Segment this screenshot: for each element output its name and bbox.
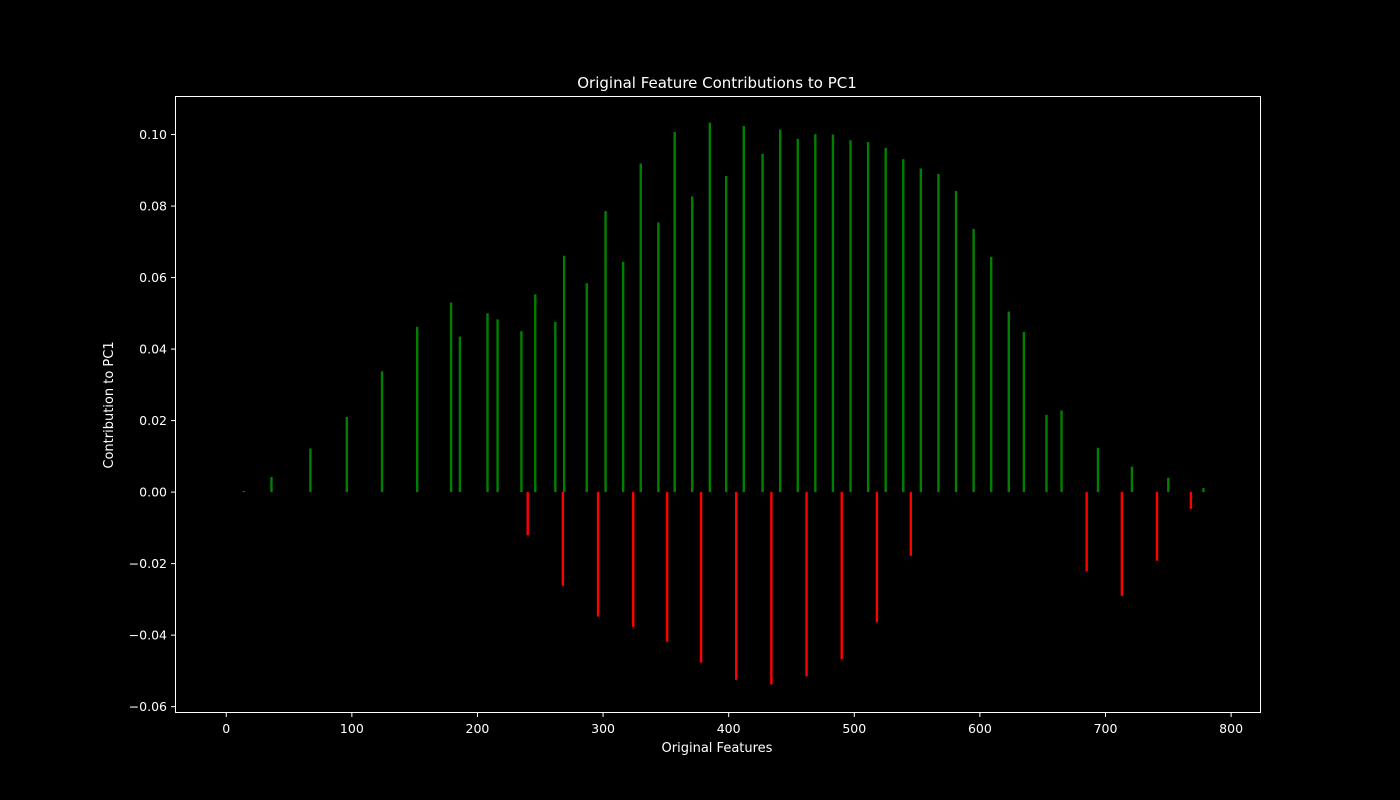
bar: [937, 173, 940, 493]
bar: [831, 134, 835, 493]
y-tick-label: 0.02: [139, 413, 167, 428]
bar: [805, 492, 808, 677]
bar: [657, 222, 660, 493]
x-tick-label: 500: [842, 721, 866, 736]
bar: [742, 125, 745, 493]
bar: [699, 492, 703, 663]
bar: [708, 122, 712, 493]
bar: [866, 142, 870, 493]
bar: [778, 129, 782, 493]
bar: [735, 492, 738, 680]
bar: [954, 191, 958, 493]
bar: [1155, 492, 1159, 561]
bars-group: [242, 122, 1205, 685]
plot-frame: [175, 96, 1261, 713]
y-axis-ticks: −0.06 −0.04 −0.02 0.00 0.02 0.04 0.06 0.08 0.10: [129, 127, 176, 714]
y-tick-label: −0.04: [129, 628, 167, 643]
bar: [972, 228, 975, 493]
bar: [242, 491, 246, 493]
x-tick-label: 100: [340, 721, 364, 736]
bar: [270, 477, 273, 493]
bar: [691, 196, 694, 493]
x-tick-label: 600: [968, 721, 992, 736]
bar: [724, 176, 728, 493]
bar: [770, 492, 773, 685]
bar: [990, 256, 993, 493]
y-tick-label: −0.02: [129, 556, 167, 571]
bar: [665, 492, 669, 642]
bar: [632, 492, 635, 627]
bar: [415, 326, 419, 493]
y-tick-label: 0.08: [139, 199, 167, 214]
chart-title: Original Feature Contributions to PC1: [577, 74, 857, 92]
bar: [761, 153, 764, 493]
bar: [596, 492, 600, 617]
bar: [919, 168, 923, 493]
x-tick-label: 700: [1094, 721, 1118, 736]
bar: [1060, 410, 1063, 493]
y-tick-label: −0.06: [129, 699, 167, 714]
bar: [849, 140, 852, 493]
x-tick-label: 400: [717, 721, 741, 736]
bar: [840, 492, 843, 660]
bar: [814, 134, 817, 493]
y-tick-label: 0.10: [139, 127, 167, 142]
bar: [909, 492, 913, 556]
bar: [1120, 492, 1124, 596]
x-tick-label: 800: [1219, 721, 1243, 736]
bar: [875, 492, 879, 623]
bar: [1189, 492, 1193, 509]
bar: [902, 159, 905, 493]
y-tick-label: 0.00: [139, 485, 167, 500]
x-tick-label: 200: [466, 721, 490, 736]
bar: [1085, 492, 1088, 572]
bar: [458, 336, 462, 493]
bar: [486, 313, 489, 493]
bar: [520, 331, 523, 493]
bar: [639, 163, 642, 493]
bar: [1045, 414, 1048, 493]
y-axis-label: Contribution to PC1: [102, 341, 117, 468]
bar: [554, 321, 557, 493]
x-axis-label: Original Features: [662, 741, 773, 756]
x-tick-label: 300: [591, 721, 615, 736]
bar: [1167, 477, 1170, 493]
x-tick-label: 0: [222, 721, 230, 736]
bar: [449, 302, 453, 493]
bar: [1130, 466, 1134, 493]
bar: [673, 132, 676, 493]
bar: [561, 492, 565, 586]
x-axis-ticks: 0 100 200 300 400 500 600 700 800: [222, 712, 1243, 736]
bar: [585, 283, 588, 493]
bar: [380, 371, 384, 493]
y-tick-label: 0.06: [139, 270, 167, 285]
bar: [621, 261, 625, 493]
bar: [345, 417, 349, 493]
bar: [1096, 447, 1100, 493]
bar: [526, 492, 529, 536]
bar: [496, 319, 499, 493]
bar: [1202, 488, 1205, 493]
bar: [534, 294, 537, 493]
bar: [796, 138, 799, 493]
bar: [309, 448, 312, 493]
y-tick-label: 0.04: [139, 342, 167, 357]
bar: [1007, 311, 1010, 493]
bar: [562, 255, 566, 493]
bar: [1022, 331, 1026, 493]
bar: [884, 147, 887, 493]
bar: [604, 211, 607, 493]
